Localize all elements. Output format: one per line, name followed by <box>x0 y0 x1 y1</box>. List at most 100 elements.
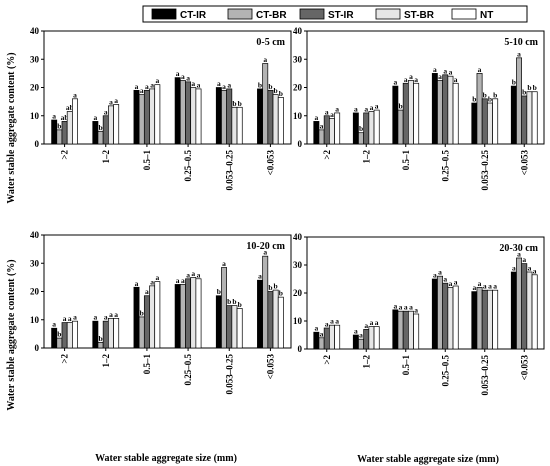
y-tick-label: 10 <box>30 111 40 121</box>
significance-letter: a <box>93 113 97 122</box>
x-axis-label-right: Water stable aggregate size (mm) <box>357 454 499 465</box>
bar-st-br <box>368 326 375 350</box>
bar-st-ir <box>143 295 150 349</box>
legend-label-st-br: ST-BR <box>404 10 435 21</box>
bar-st-ir <box>521 263 528 350</box>
significance-letter: a <box>314 324 318 333</box>
legend-swatch-ct-br <box>227 8 253 20</box>
bar-nt <box>113 104 120 145</box>
bar-ct-ir <box>174 77 181 145</box>
bar-st-ir <box>61 322 68 349</box>
bar-ct-br <box>97 130 104 145</box>
bar-ct-br <box>516 257 523 350</box>
significance-letter: b <box>140 308 144 317</box>
bar-st-br <box>526 91 533 145</box>
bar-nt <box>452 285 459 350</box>
bar-ct-br <box>138 94 145 145</box>
y-tick-label: 10 <box>293 316 303 326</box>
significance-letter: a <box>414 75 418 84</box>
significance-letter: a <box>443 66 447 75</box>
bar-ct-br <box>221 89 227 145</box>
x-tick-label: 0.25–0.5 <box>440 355 450 387</box>
bar-st-br <box>487 289 493 350</box>
panel-title: 10-20 cm <box>246 241 285 252</box>
significance-letter: b <box>98 123 102 132</box>
bar-ct-br <box>262 255 269 349</box>
significance-letter: a <box>176 276 180 285</box>
x-tick-label: 1–2 <box>101 150 111 164</box>
significance-letter: a <box>414 306 418 315</box>
significance-letter: a <box>488 282 492 291</box>
panel-title: 5-10 cm <box>504 37 538 48</box>
significance-letter: a <box>155 76 159 85</box>
bar-ct-br <box>318 129 325 145</box>
bar-ct-ir <box>471 291 478 350</box>
significance-letter: a <box>454 278 458 287</box>
x-tick-label: 0.5–1 <box>142 354 152 375</box>
significance-letter: a <box>354 327 358 336</box>
significance-letter: a <box>433 271 437 280</box>
bar-st-br <box>272 94 279 145</box>
bar-st-br <box>190 277 197 349</box>
bar-st-br <box>329 118 335 145</box>
bar-st-br <box>368 111 375 145</box>
bar-st-ir <box>61 121 68 145</box>
significance-letter: a <box>393 301 397 310</box>
significance-letter: a <box>114 96 118 105</box>
significance-letter: a <box>140 86 144 95</box>
significance-letter: a <box>197 270 201 279</box>
significance-letter: b <box>268 82 272 91</box>
bar-ct-ir <box>510 271 517 350</box>
bar-ct-ir <box>431 73 438 145</box>
significance-letter: a <box>150 80 154 89</box>
significance-letter: a <box>409 72 413 81</box>
x-tick-label: 0.25–0.5 <box>183 150 193 182</box>
y-tick-label: 0 <box>35 139 40 149</box>
significance-letter: a <box>109 310 113 319</box>
significance-letter: a <box>52 111 56 120</box>
significance-letter: a <box>438 72 442 81</box>
significance-letter: a <box>73 313 77 322</box>
significance-letter: b <box>227 297 231 306</box>
significance-letter: a <box>320 121 324 130</box>
bar-nt <box>195 88 202 145</box>
bar-st-ir <box>143 89 150 145</box>
bar-st-ir <box>226 305 233 349</box>
significance-letter: a <box>472 283 476 292</box>
bar-nt <box>452 82 459 145</box>
bar-ct-br <box>179 284 186 349</box>
y-tick-label: 30 <box>293 260 303 270</box>
bar-ct-ir <box>215 87 222 145</box>
significance-letter: a <box>375 102 379 111</box>
bar-ct-ir <box>257 88 263 145</box>
y-tick-label: 30 <box>30 54 40 64</box>
bar-ct-br <box>179 80 186 145</box>
bar-st-br <box>408 310 414 350</box>
bar-nt <box>277 97 284 145</box>
legend-swatch-st-br <box>375 8 401 20</box>
bar-st-ir <box>185 81 192 145</box>
significance-letter: a <box>155 273 159 282</box>
bar-st-ir <box>323 115 330 145</box>
significance-letter: a <box>217 79 221 88</box>
significance-letter: a <box>181 276 185 285</box>
bar-st-ir <box>481 289 488 350</box>
bar-st-ir <box>267 89 274 145</box>
x-tick-label: 1–2 <box>101 354 111 368</box>
significance-letter: b <box>274 282 278 291</box>
y-tick-label: 0 <box>35 343 40 353</box>
significance-letter: a <box>263 248 267 257</box>
significance-letter: b <box>232 297 236 306</box>
y-tick-label: 20 <box>30 287 40 297</box>
x-tick-label: 1–2 <box>361 150 371 164</box>
significance-letter: a <box>325 107 329 116</box>
bar-ct-ir <box>352 334 359 350</box>
significance-letter: a <box>150 277 154 286</box>
y-tick-label: 40 <box>30 230 40 240</box>
y-tick-label: 40 <box>30 26 40 36</box>
y-tick-label: 30 <box>30 258 40 268</box>
y-tick-label: 30 <box>293 54 303 64</box>
plot-frame <box>43 30 292 145</box>
bar-ct-br <box>262 63 269 145</box>
